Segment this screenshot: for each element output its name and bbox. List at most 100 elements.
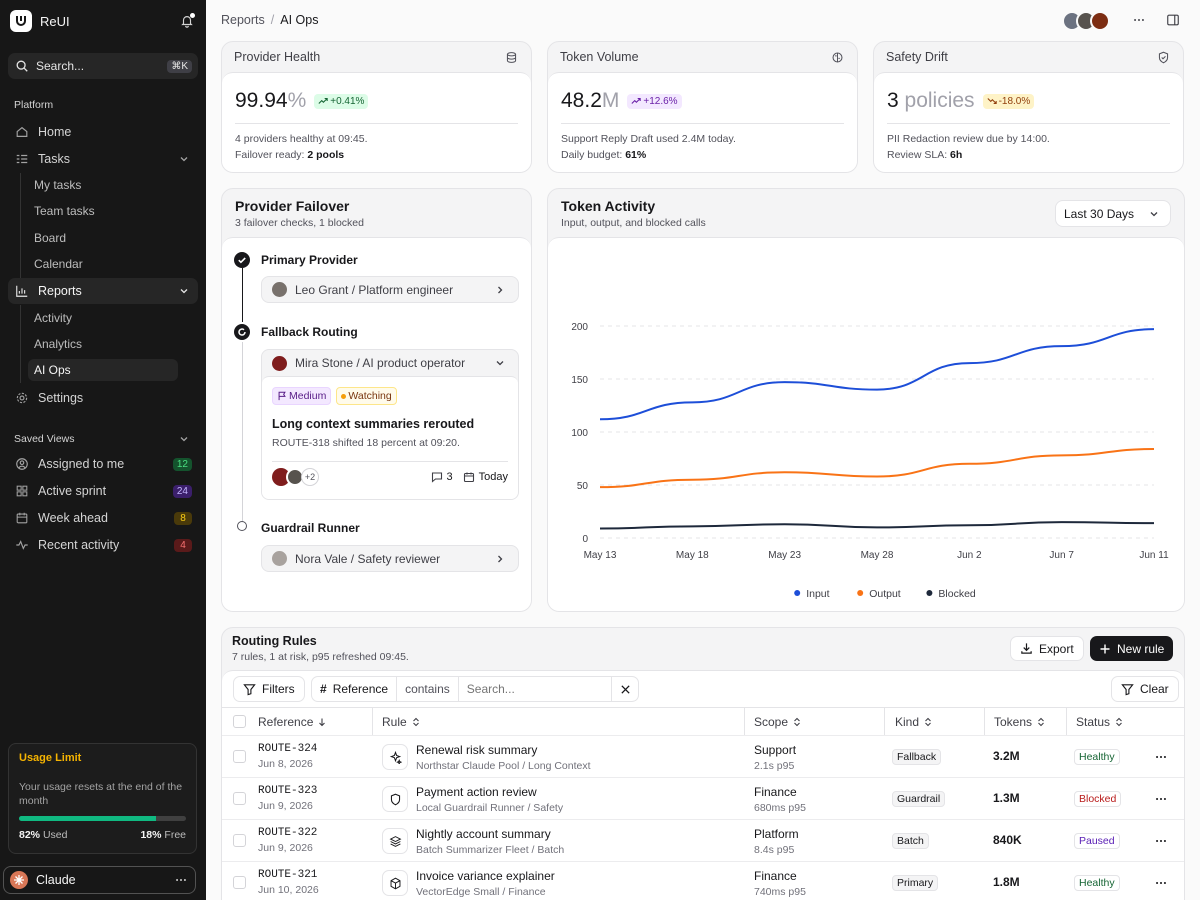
row-scope-sub: 2.1s p95	[754, 760, 795, 772]
sidebar-item-home[interactable]: Home	[8, 119, 198, 145]
loader-circle-icon	[234, 324, 250, 340]
box-icon	[382, 870, 408, 896]
kpi-card-body: 99.94% +0.41% 4 providers healthy at 09:…	[222, 72, 531, 172]
kpi-line1: Support Reply Draft used 2.4M today.	[561, 133, 736, 145]
export-button[interactable]: Export	[1010, 636, 1084, 661]
more-horizontal-icon[interactable]	[173, 872, 189, 888]
kpi-card-header: Safety Drift	[874, 42, 1183, 72]
saved-view-week[interactable]: Week ahead 8	[8, 505, 198, 531]
filter-icon	[243, 683, 256, 695]
row-actions-icon[interactable]	[1154, 750, 1168, 764]
filter-operator[interactable]: contains	[397, 677, 459, 701]
step-assignee-primary[interactable]: Leo Grant / Platform engineer	[261, 276, 519, 303]
row-reference: ROUTE-321	[258, 869, 318, 881]
collaborator-avatars[interactable]	[1062, 11, 1110, 31]
step-assignee-guardrail[interactable]: Nora Vale / Safety reviewer	[261, 545, 519, 572]
row-actions-icon[interactable]	[1154, 834, 1168, 848]
select-all-checkbox[interactable]	[233, 715, 246, 728]
filters-button[interactable]: Filters	[233, 676, 305, 702]
close-icon[interactable]	[612, 684, 638, 695]
sidebar-toggle-icon[interactable]	[1166, 13, 1180, 27]
column-header-kind[interactable]: Kind	[895, 708, 933, 736]
legend-swatch	[857, 590, 864, 596]
chevron-down-icon	[1146, 206, 1162, 222]
filter-search-input[interactable]	[458, 677, 612, 701]
column-header-scope[interactable]: Scope	[754, 708, 802, 736]
column-divider	[884, 708, 885, 736]
row-tokens: 1.8M	[993, 875, 1020, 889]
divider	[887, 123, 1170, 124]
table-row[interactable]: ROUTE-321 Jun 10, 2026 Invoice variance e…	[222, 861, 1184, 900]
status-badge: Paused	[1074, 833, 1120, 849]
detail-description: ROUTE-318 shifted 18 percent at 09:20.	[272, 437, 460, 449]
routing-rules-card: Routing Rules 7 rules, 1 at risk, p95 re…	[221, 627, 1185, 900]
token-activity-card: Token Activity Input, output, and blocke…	[547, 188, 1185, 612]
table-row[interactable]: ROUTE-324 Jun 8, 2026 Renewal risk summar…	[222, 735, 1184, 777]
sidebar-item-tasks[interactable]: Tasks	[8, 146, 198, 172]
sidebar-item-reports[interactable]: Reports	[8, 278, 198, 304]
sidebar-item-board[interactable]: Board	[34, 231, 67, 245]
row-checkbox[interactable]	[233, 750, 246, 763]
saved-view-sprint[interactable]: Active sprint 24	[8, 478, 198, 504]
row-date: Jun 9, 2026	[258, 842, 313, 854]
user-menu[interactable]: Claude	[3, 866, 196, 894]
assignee-row[interactable]: Mira Stone / AI product operator	[262, 350, 518, 376]
saved-views-header[interactable]: Saved Views	[14, 431, 192, 447]
column-header-tokens[interactable]: Tokens	[994, 708, 1046, 736]
due-value: Today	[478, 471, 508, 483]
state-badge: Watching	[336, 387, 397, 405]
kpi-delta-badge: +0.41%	[314, 93, 369, 109]
brand[interactable]: ReUI	[10, 10, 70, 32]
column-header-status[interactable]: Status	[1076, 708, 1124, 736]
divider	[561, 123, 844, 124]
kpi-title: Safety Drift	[886, 50, 948, 64]
column-header-reference[interactable]: Reference	[258, 708, 327, 736]
legend-label: Output	[869, 588, 901, 600]
column-header-rule[interactable]: Rule	[382, 708, 421, 736]
sidebar-item-analytics[interactable]: Analytics	[34, 337, 83, 351]
legend-swatch	[926, 590, 933, 596]
comments-count[interactable]: 3	[431, 471, 453, 483]
assignee-label: Nora Vale / Safety reviewer	[295, 551, 441, 566]
date-range-select[interactable]: Last 30 Days	[1055, 200, 1171, 227]
kpi-value: 3 policies	[887, 89, 975, 113]
new-rule-button[interactable]: New rule	[1090, 636, 1174, 661]
row-actions-icon[interactable]	[1154, 876, 1168, 890]
sidebar-item-activity[interactable]: Activity	[34, 311, 73, 325]
sidebar-item-team-tasks[interactable]: Team tasks	[34, 204, 95, 218]
row-checkbox[interactable]	[233, 792, 246, 805]
table-row[interactable]: ROUTE-322 Jun 9, 2026 Nightly account sum…	[222, 819, 1184, 861]
filter-field[interactable]: # Reference	[312, 677, 398, 701]
saved-view-assigned[interactable]: Assigned to me 12	[8, 451, 198, 477]
row-scope-sub: 740ms p95	[754, 886, 806, 898]
kpi-card-body: 48.2M +12.6% Support Reply Draft used 2.…	[548, 72, 857, 172]
state-label: Watching	[348, 390, 392, 402]
step-title: Guardrail Runner	[261, 521, 360, 535]
timeline-line	[241, 268, 243, 322]
sidebar-item-my-tasks[interactable]: My tasks	[34, 178, 82, 192]
row-checkbox[interactable]	[233, 834, 246, 847]
table-row[interactable]: ROUTE-323 Jun 9, 2026 Payment action revi…	[222, 777, 1184, 819]
column-label: Scope	[754, 715, 789, 729]
row-scope: Support	[754, 743, 797, 757]
row-checkbox[interactable]	[233, 876, 246, 889]
chevron-down-icon	[492, 355, 508, 371]
usage-progress-bar	[19, 816, 186, 821]
row-actions-icon[interactable]	[1154, 792, 1168, 806]
sort-icon	[1038, 717, 1044, 727]
search-input[interactable]: Search... ⌘K	[8, 53, 198, 79]
notification-bell-icon[interactable]	[180, 13, 195, 28]
sidebar-item-settings[interactable]: Settings	[8, 385, 198, 411]
rules-header: Routing Rules 7 rules, 1 at risk, p95 re…	[232, 634, 409, 663]
more-horizontal-icon[interactable]	[1132, 13, 1146, 27]
saved-view-label: Recent activity	[38, 538, 120, 552]
breadcrumb-parent[interactable]: Reports	[221, 13, 265, 27]
sidebar-item-calendar[interactable]: Calendar	[34, 257, 83, 271]
search-icon	[14, 58, 30, 74]
sidebar-item-ai-ops[interactable]: AI Ops	[28, 359, 178, 381]
clear-button[interactable]: Clear	[1111, 676, 1179, 702]
count-badge: 8	[174, 511, 192, 525]
saved-view-recent[interactable]: Recent activity 4	[8, 532, 198, 558]
chevron-down-icon	[176, 431, 192, 447]
column-label: Status	[1076, 715, 1111, 729]
